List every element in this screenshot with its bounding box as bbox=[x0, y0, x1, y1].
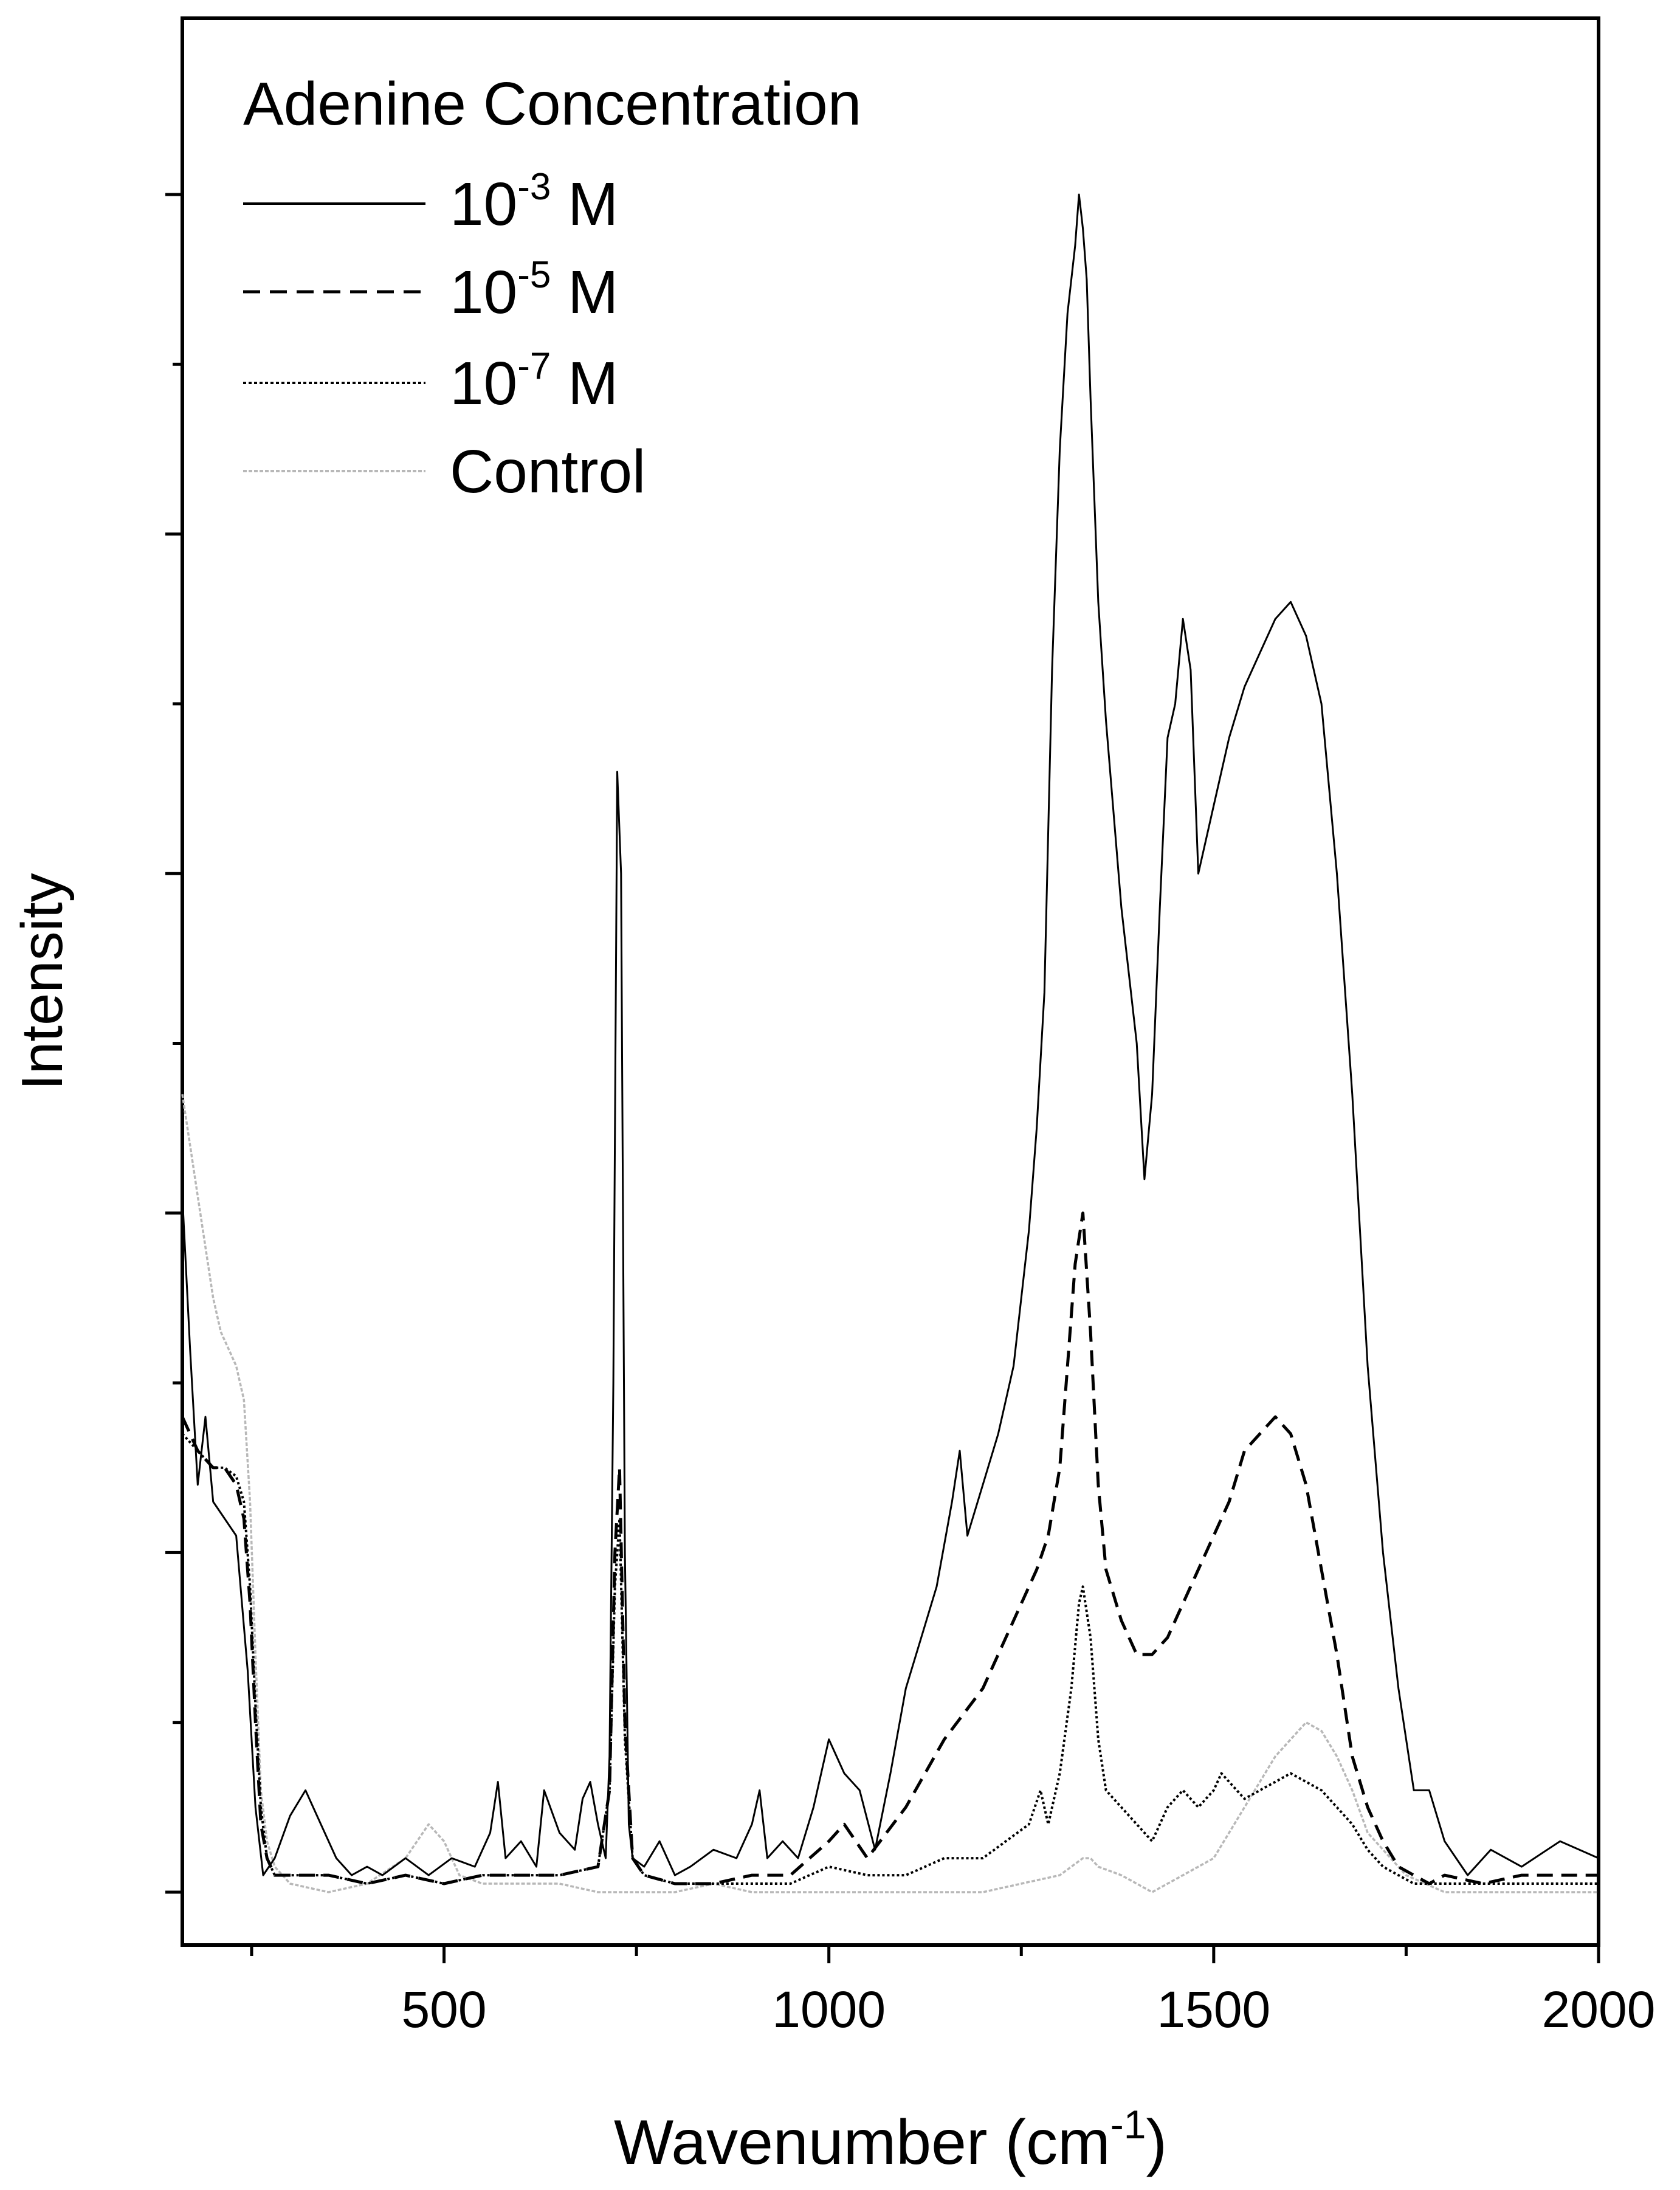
y-axis-ticks bbox=[165, 193, 182, 1894]
legend: Adenine Concentration 10-3 M 10-5 M 10-7… bbox=[243, 70, 861, 506]
series-line-dotted bbox=[181, 1433, 1599, 1885]
x-tick-label: 1000 bbox=[772, 1981, 886, 2038]
legend-label-10-5: 10-5 M bbox=[450, 254, 618, 326]
y-axis-label: Intensity bbox=[10, 873, 75, 1090]
x-tick-label: 2000 bbox=[1542, 1981, 1656, 2038]
series-layer bbox=[181, 193, 1599, 1893]
legend-label-10-7: 10-7 M bbox=[450, 345, 618, 418]
x-tick-label: 500 bbox=[401, 1981, 486, 2038]
x-axis-ticks: 500 1000 1500 2000 bbox=[250, 1945, 1656, 2038]
legend-label-control: Control bbox=[450, 438, 645, 506]
x-tick-label: 1500 bbox=[1157, 1981, 1270, 2038]
plot-frame bbox=[181, 16, 1600, 1947]
series-line-control bbox=[181, 1094, 1599, 1893]
series-line-dashed bbox=[181, 1211, 1599, 1885]
x-axis-label: Wavenumber (cm-1) bbox=[614, 2102, 1167, 2178]
series-line-solid bbox=[181, 193, 1599, 1876]
legend-label-10-3: 10-3 M bbox=[450, 166, 618, 238]
legend-title: Adenine Concentration bbox=[243, 70, 861, 138]
